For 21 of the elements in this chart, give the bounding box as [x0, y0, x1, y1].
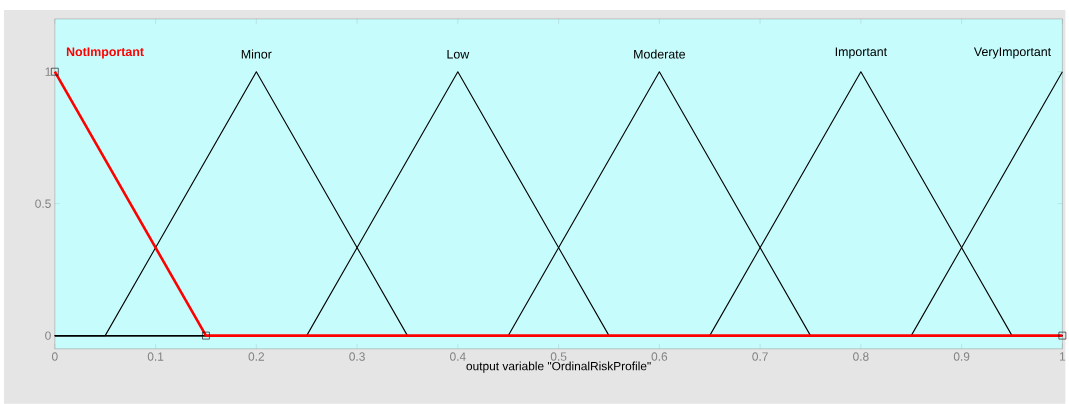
x-tick-label: 1	[1059, 352, 1066, 361]
x-tick-label: 0.7	[752, 352, 768, 361]
x-axis-title: output variable "OrdinalRiskProfile"	[466, 361, 651, 373]
x-tick-label: 0.5	[550, 352, 567, 361]
x-tick-label: 0.6	[651, 352, 668, 361]
series-label: Important	[835, 47, 887, 59]
series-label: VeryImportant	[973, 47, 1052, 59]
y-tick-label: 0.5	[35, 199, 51, 209]
series-label: Minor	[241, 49, 272, 59]
x-tick-label: 0.4	[450, 352, 466, 361]
x-tick-label: 0.9	[953, 352, 970, 361]
y-tick-label: 1	[45, 67, 51, 76]
x-tick-label: 0.2	[248, 352, 265, 361]
x-tick-label: 0	[51, 352, 58, 361]
x-tick-label: 0.8	[853, 352, 869, 361]
y-tick-label: 0	[45, 331, 51, 341]
x-tick-label: 0.3	[349, 352, 365, 361]
series-label: NotImportant	[66, 47, 144, 59]
x-tick-label: 0.1	[147, 352, 164, 361]
series-label: Low	[447, 50, 470, 59]
series-label: Moderate	[634, 49, 686, 59]
